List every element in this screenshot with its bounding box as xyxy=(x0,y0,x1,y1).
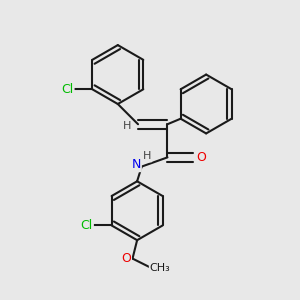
Text: H: H xyxy=(143,152,152,161)
Text: CH₃: CH₃ xyxy=(150,263,170,273)
Text: O: O xyxy=(196,151,206,164)
Text: Cl: Cl xyxy=(61,83,74,96)
Text: N: N xyxy=(131,158,141,171)
Text: O: O xyxy=(121,252,131,265)
Text: Cl: Cl xyxy=(81,219,93,232)
Text: H: H xyxy=(123,121,131,131)
